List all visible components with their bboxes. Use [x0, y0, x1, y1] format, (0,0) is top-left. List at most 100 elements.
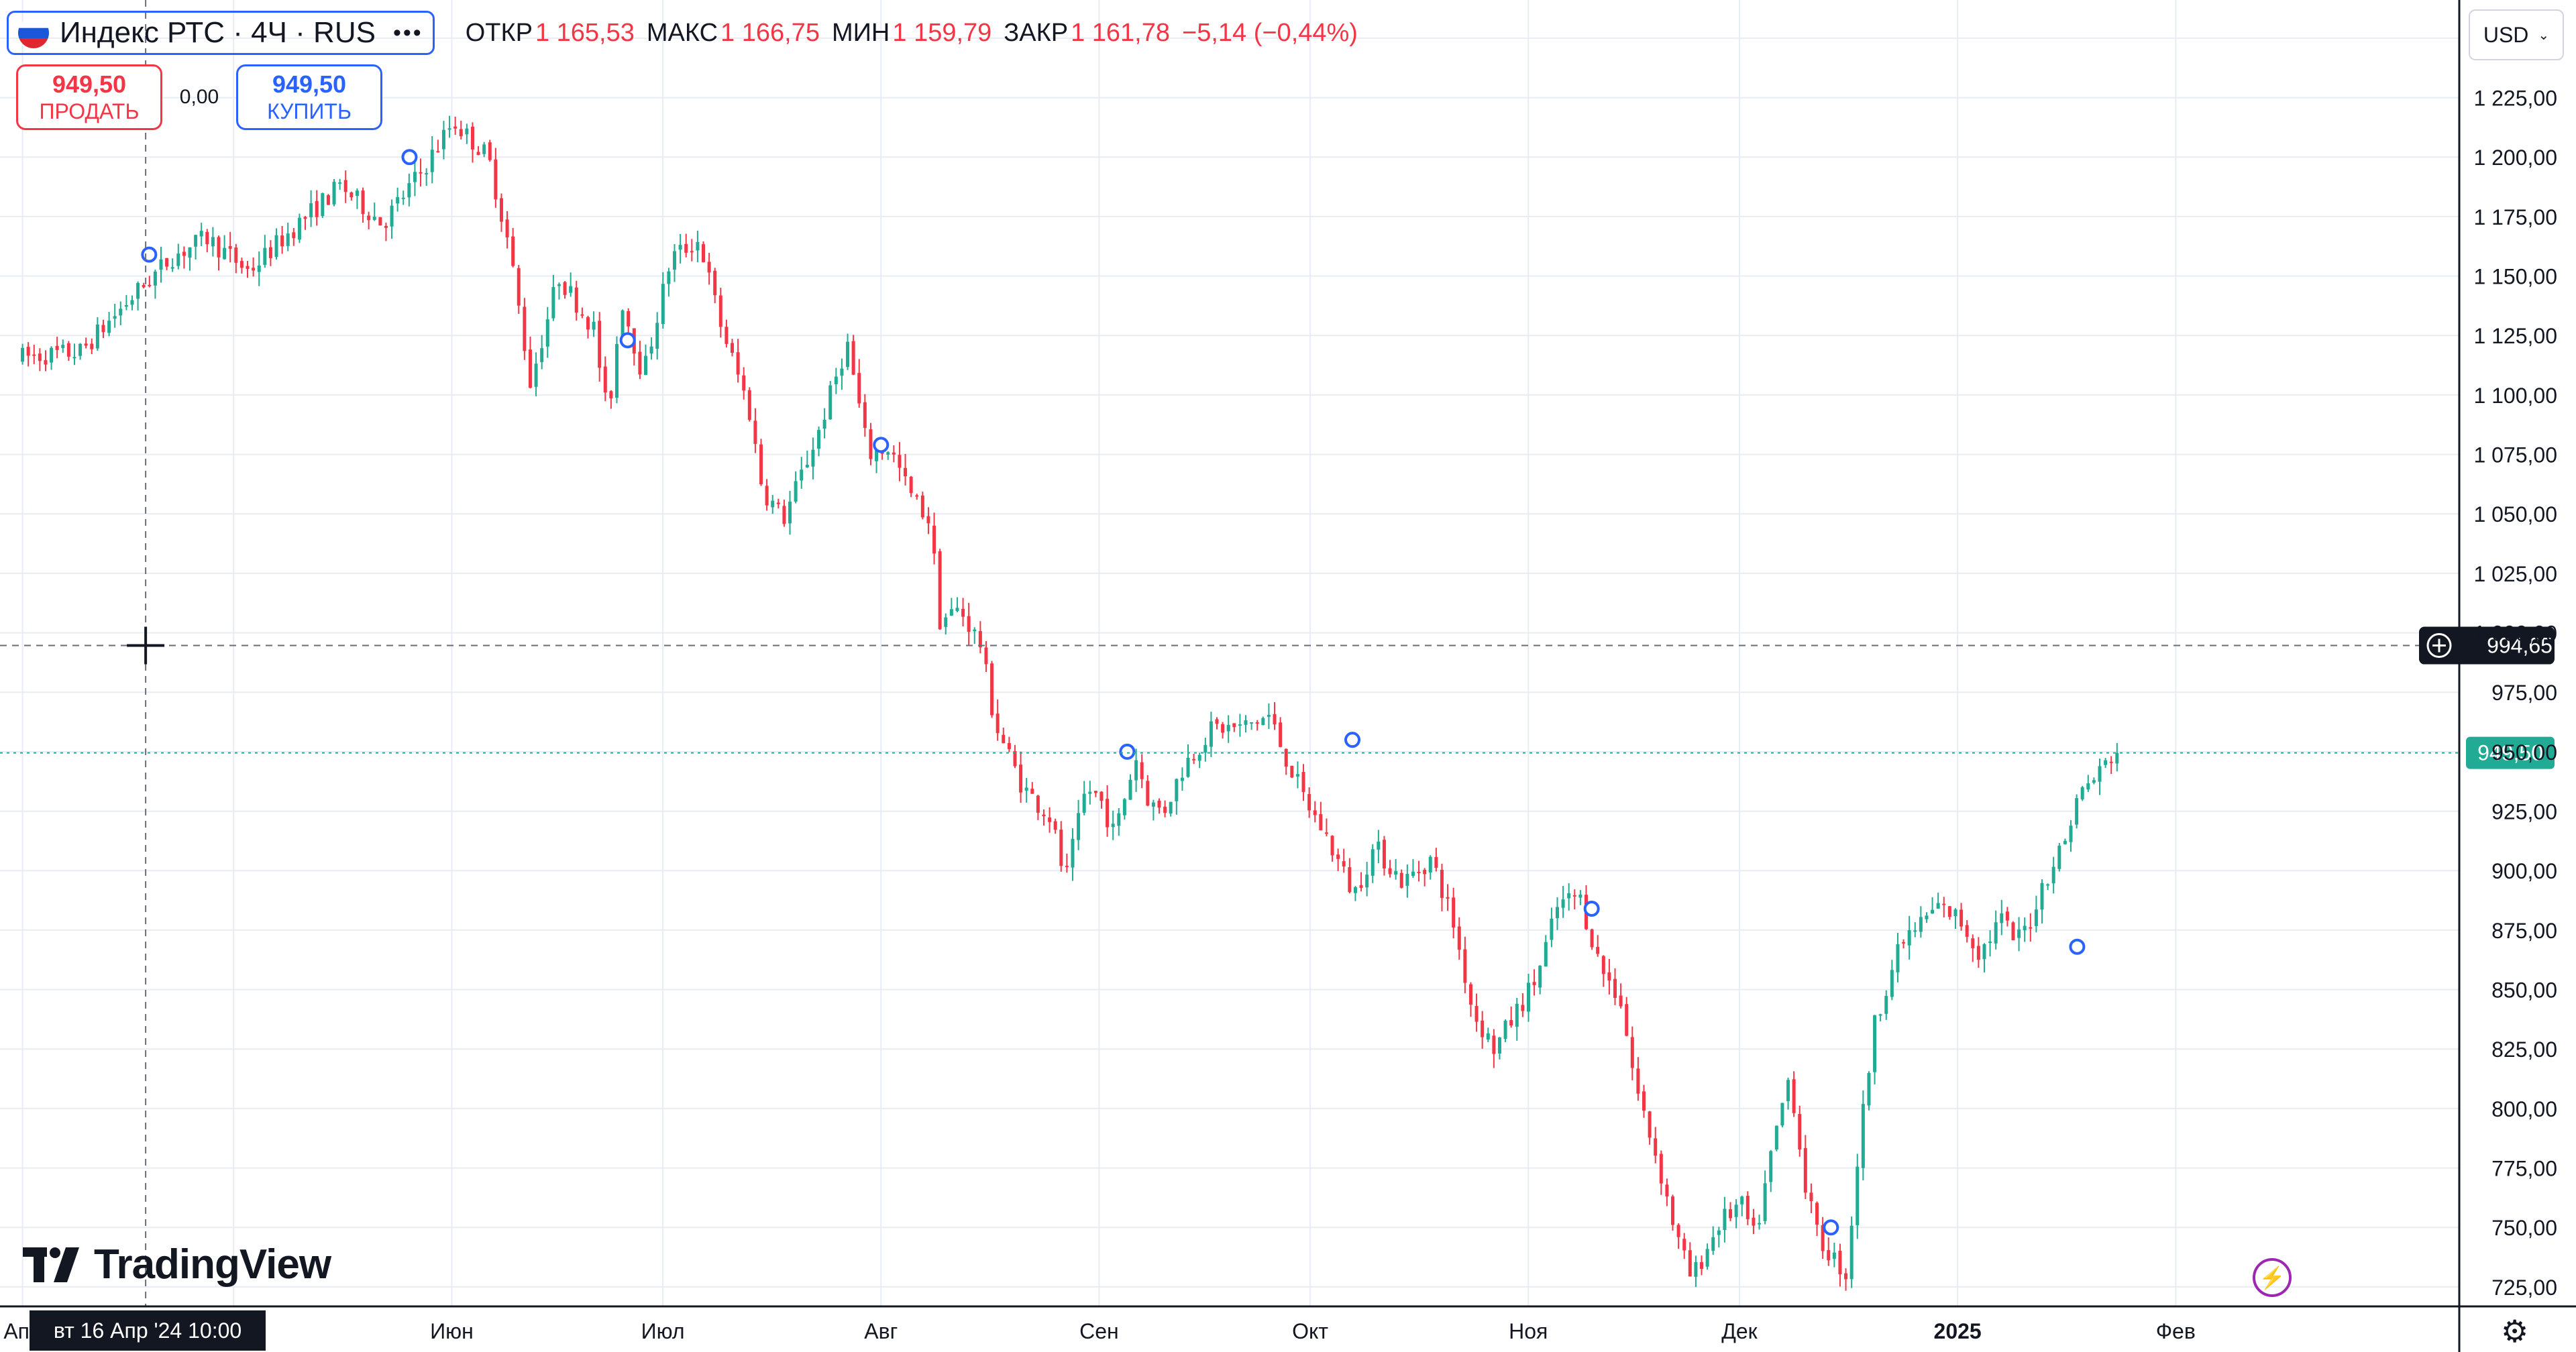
tradingview-logo[interactable]: TradingView — [23, 1241, 331, 1288]
candle-body — [1134, 760, 1138, 781]
candle — [170, 258, 174, 272]
y-tick-label: 1 175,00 — [2473, 205, 2557, 229]
candle — [678, 233, 682, 264]
candle — [1809, 1183, 1813, 1214]
candle-body — [1279, 722, 1283, 747]
y-tick-label: 875,00 — [2491, 919, 2557, 943]
candle-body — [1947, 906, 1951, 917]
currency-selector[interactable]: USD ⌄ — [2469, 9, 2564, 60]
candle — [153, 269, 157, 299]
candle-body — [182, 251, 186, 256]
candle-body — [113, 316, 117, 319]
candle-body — [1088, 791, 1092, 794]
candle-body — [713, 270, 717, 296]
candle — [753, 408, 757, 453]
candle — [441, 121, 445, 160]
candle-body — [1769, 1151, 1773, 1182]
candle-body — [419, 172, 423, 174]
candle — [470, 122, 474, 163]
x-tick-label: Фев — [2156, 1319, 2196, 1343]
candle — [390, 199, 394, 239]
candle-body — [638, 351, 642, 375]
candle-body — [1907, 929, 1911, 946]
candle — [1215, 717, 1219, 730]
candle — [326, 194, 330, 205]
candle — [1752, 1208, 1756, 1235]
candle — [713, 268, 717, 304]
candle-body — [1723, 1208, 1727, 1230]
candle-body — [257, 265, 261, 272]
candle-body — [1082, 793, 1086, 813]
candle-body — [95, 324, 99, 349]
candle-body — [165, 258, 169, 267]
candle — [857, 359, 861, 408]
open-label: ОТКР — [465, 18, 533, 47]
candle — [1590, 928, 1594, 950]
symbol-selector[interactable]: Индекс РТС · 4Ч · RUS ••• — [7, 11, 435, 55]
candle-body — [1481, 1020, 1485, 1037]
candle — [425, 168, 429, 186]
ohlc-values: ОТКР 1 165,53 МАКС 1 166,75 МИН 1 159,79 ЗА… — [453, 19, 1358, 48]
time-axis[interactable]: АпрМайИюнИюлАвгСенОктНояДек2025Фев — [0, 1305, 2576, 1343]
gear-icon[interactable]: ⚙ — [2501, 1314, 2529, 1349]
more-options-icon[interactable]: ••• — [392, 19, 423, 46]
candle-body — [188, 247, 192, 258]
candle — [321, 192, 325, 219]
candle — [1255, 720, 1259, 731]
event-marker — [619, 332, 636, 349]
chart-overlays: 949,50 994,65 — [0, 0, 2555, 1306]
y-tick-label: 950,00 — [2491, 740, 2557, 765]
candle — [1053, 818, 1057, 834]
candle — [1134, 748, 1138, 792]
candle-body — [321, 193, 325, 217]
y-tick-label: 1 225,00 — [2473, 87, 2557, 111]
candle — [776, 498, 780, 509]
candle — [1307, 787, 1311, 818]
candle — [1192, 754, 1196, 765]
candle-body — [1463, 949, 1467, 983]
candle-body — [528, 349, 532, 388]
candle-body — [1763, 1183, 1767, 1221]
candle — [50, 346, 54, 370]
candle — [1128, 774, 1132, 800]
candle — [1636, 1057, 1640, 1101]
candle-body — [1700, 1262, 1704, 1270]
candle-body — [1290, 765, 1294, 778]
sell-button[interactable]: 949,50 ПРОДАТЬ — [16, 64, 162, 130]
trade-panel: 949,50 ПРОДАТЬ 0,00 949,50 КУПИТЬ — [16, 64, 382, 130]
lightning-icon[interactable]: ⚡ — [2253, 1258, 2292, 1297]
candle — [1688, 1242, 1692, 1277]
candle — [2017, 917, 2021, 952]
candle — [1024, 777, 1028, 803]
candle-body — [586, 317, 590, 330]
y-tick-label: 750,00 — [2491, 1216, 2557, 1240]
candle-body — [355, 190, 359, 196]
candle — [915, 494, 919, 500]
candle-body — [978, 631, 982, 648]
candle — [1169, 801, 1173, 817]
candle-body — [1232, 723, 1236, 728]
buy-price: 949,50 — [272, 70, 347, 98]
candle-body — [1261, 718, 1265, 726]
candle-body — [765, 486, 769, 506]
candle-body — [1798, 1114, 1802, 1150]
candle — [1468, 982, 1472, 1017]
candle-body — [1440, 869, 1444, 898]
candle — [1838, 1243, 1842, 1287]
candle-body — [315, 201, 319, 217]
candle — [101, 319, 105, 339]
price-axis[interactable]: 1 250,001 225,001 200,001 175,001 150,00… — [2458, 0, 2557, 1352]
candle-body — [1423, 870, 1427, 875]
candle-body — [26, 347, 30, 356]
candle — [1676, 1223, 1680, 1249]
candle — [1532, 969, 1536, 996]
candle — [534, 352, 538, 396]
candle-body — [1815, 1202, 1819, 1225]
close-label: ЗАКР — [1004, 18, 1069, 47]
buy-button[interactable]: 949,50 КУПИТЬ — [236, 64, 382, 130]
candle — [1694, 1255, 1698, 1288]
candle-body — [1053, 821, 1057, 830]
candle-body — [1849, 1225, 1854, 1280]
candle — [292, 227, 296, 246]
